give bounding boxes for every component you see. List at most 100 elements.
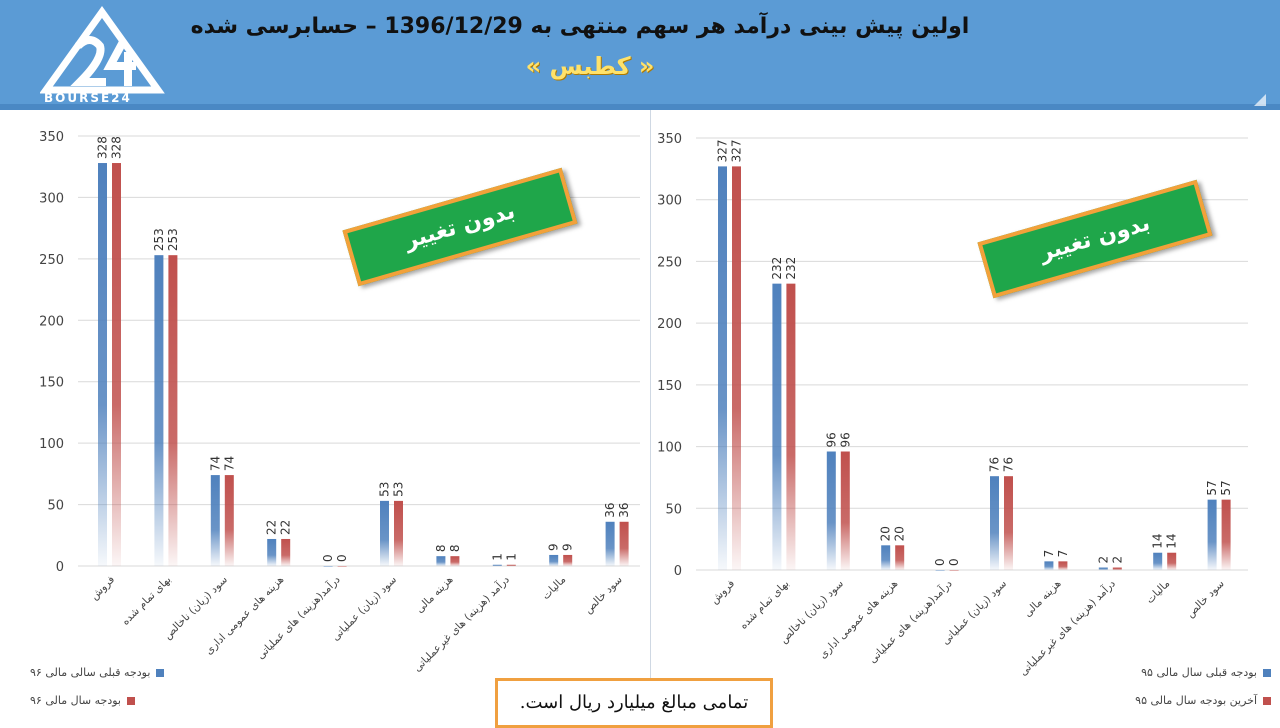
x-tick-label: هزینه مالی: [414, 574, 456, 616]
legend-item-previous: بودجه قبلی سال مالی ۹۵: [1141, 666, 1271, 679]
bar: [1167, 552, 1177, 570]
bar: [224, 475, 234, 566]
bar: [1004, 476, 1013, 570]
chart-panel-fy95: 0 50 100 150 200 250 300 350 327 327 فروش 232 232 بها…: [651, 110, 1280, 727]
units-note: تمامی مبالغ میلیارد ریال است.: [495, 678, 773, 728]
bar: [154, 255, 164, 566]
bar: [605, 521, 615, 566]
data-label: 74: [222, 456, 236, 471]
chart-legend: بودجه قبلی سال مالی ۹۵ آخرین بودجه سال م…: [1091, 664, 1271, 714]
data-label: 0: [933, 558, 947, 566]
y-tick-label: 50: [47, 499, 64, 514]
bar: [895, 545, 905, 570]
header-banner: [0, 0, 1280, 108]
legend-label: بودجه قبلی سالی مالی ۹۶: [30, 666, 151, 679]
legend-label: بودجه سال مالی ۹۶: [30, 694, 121, 707]
data-label: 2: [1110, 556, 1124, 564]
data-label: 9: [561, 543, 575, 551]
y-tick-label: 150: [657, 379, 682, 394]
page-title: اولین پیش بینی درآمد هر سهم منتهی به 139…: [190, 14, 970, 39]
chart-panel-fy96: 0 50 100 150 200 250 300 350 328 328 فروش 253 253 بها…: [0, 110, 651, 727]
bar: [840, 451, 850, 570]
data-label: 0: [335, 554, 349, 562]
data-label: 0: [321, 554, 335, 562]
y-tick-label: 50: [665, 502, 682, 517]
data-label: 8: [448, 545, 462, 553]
data-label: 327: [716, 139, 730, 162]
data-label: 232: [770, 257, 784, 280]
y-tick-label: 0: [674, 564, 682, 579]
bar: [563, 554, 573, 566]
bar: [210, 475, 220, 566]
data-label: 20: [893, 526, 907, 541]
chart-legend: بودجه قبلی سالی مالی ۹۶ بودجه سال مالی ۹…: [22, 664, 222, 714]
y-tick-label: 300: [39, 191, 64, 206]
data-label: 57: [1219, 480, 1233, 495]
bar: [168, 255, 178, 566]
data-label: 53: [378, 482, 392, 497]
bar: [281, 538, 291, 566]
data-label: 327: [730, 139, 744, 162]
legend-swatch-red: [1263, 697, 1271, 705]
legend-label: آخرین بودجه سال مالی ۹۵: [1135, 694, 1257, 707]
y-tick-label: 250: [39, 253, 64, 268]
bar: [337, 566, 347, 567]
data-label: 253: [152, 228, 166, 251]
x-tick-label: درآمد (هزینه) های غیرعملیاتی: [411, 573, 513, 675]
data-label: 253: [166, 228, 180, 251]
legend-swatch-blue: [156, 669, 165, 677]
header-edge: [0, 104, 1280, 110]
x-tick-label: فروش: [88, 574, 117, 603]
bar: [1221, 499, 1231, 570]
data-label: 0: [947, 558, 961, 566]
data-label: 74: [208, 456, 222, 471]
bar: [394, 500, 403, 566]
data-label: 1: [490, 553, 504, 561]
bar: [1098, 567, 1108, 570]
x-tick-label: فروش: [708, 578, 737, 607]
data-label: 7: [1042, 550, 1056, 558]
x-tick-label: هزینه مالی: [1022, 578, 1064, 620]
bar: [506, 564, 516, 566]
x-tick-label: سود خالص: [1184, 578, 1226, 620]
data-label: 76: [1002, 457, 1016, 472]
data-label: 36: [617, 502, 631, 517]
bar: [1058, 561, 1068, 570]
bar: [1112, 567, 1122, 570]
bar: [619, 521, 629, 566]
bar: [450, 556, 460, 566]
bar: [1044, 561, 1054, 570]
data-label: 53: [392, 482, 406, 497]
data-label: 328: [110, 136, 124, 159]
y-tick-label: 100: [657, 441, 682, 456]
data-label: 232: [784, 257, 798, 280]
bar: [990, 476, 999, 570]
y-tick-label: 350: [657, 132, 682, 147]
x-tick-label: مالیات: [540, 574, 568, 602]
bar: [949, 570, 959, 571]
company-symbol: « کطبس »: [525, 52, 655, 80]
legend-item-previous: بودجه قبلی سالی مالی ۹۶: [30, 666, 165, 679]
x-tick-label: سود خالص: [582, 574, 624, 616]
y-tick-label: 200: [657, 317, 682, 332]
data-label: 76: [988, 457, 1002, 472]
data-label: 20: [879, 526, 893, 541]
bar: [549, 554, 559, 566]
legend-item-current: آخرین بودجه سال مالی ۹۵: [1135, 694, 1271, 707]
x-tick-label: مالیات: [1144, 578, 1172, 606]
bar: [772, 283, 782, 570]
bar: [826, 451, 836, 570]
data-label: 328: [96, 136, 110, 159]
data-label: 7: [1056, 550, 1070, 558]
bar: [112, 163, 121, 566]
y-tick-label: 200: [39, 314, 64, 329]
data-label: 22: [265, 520, 279, 535]
data-label: 14: [1165, 533, 1179, 548]
legend-swatch-blue: [1263, 669, 1271, 677]
bar: [98, 163, 107, 566]
corner-fold-icon: [1254, 94, 1266, 106]
data-label: 36: [603, 502, 617, 517]
legend-swatch-red: [126, 697, 135, 705]
data-label: 14: [1151, 533, 1165, 548]
